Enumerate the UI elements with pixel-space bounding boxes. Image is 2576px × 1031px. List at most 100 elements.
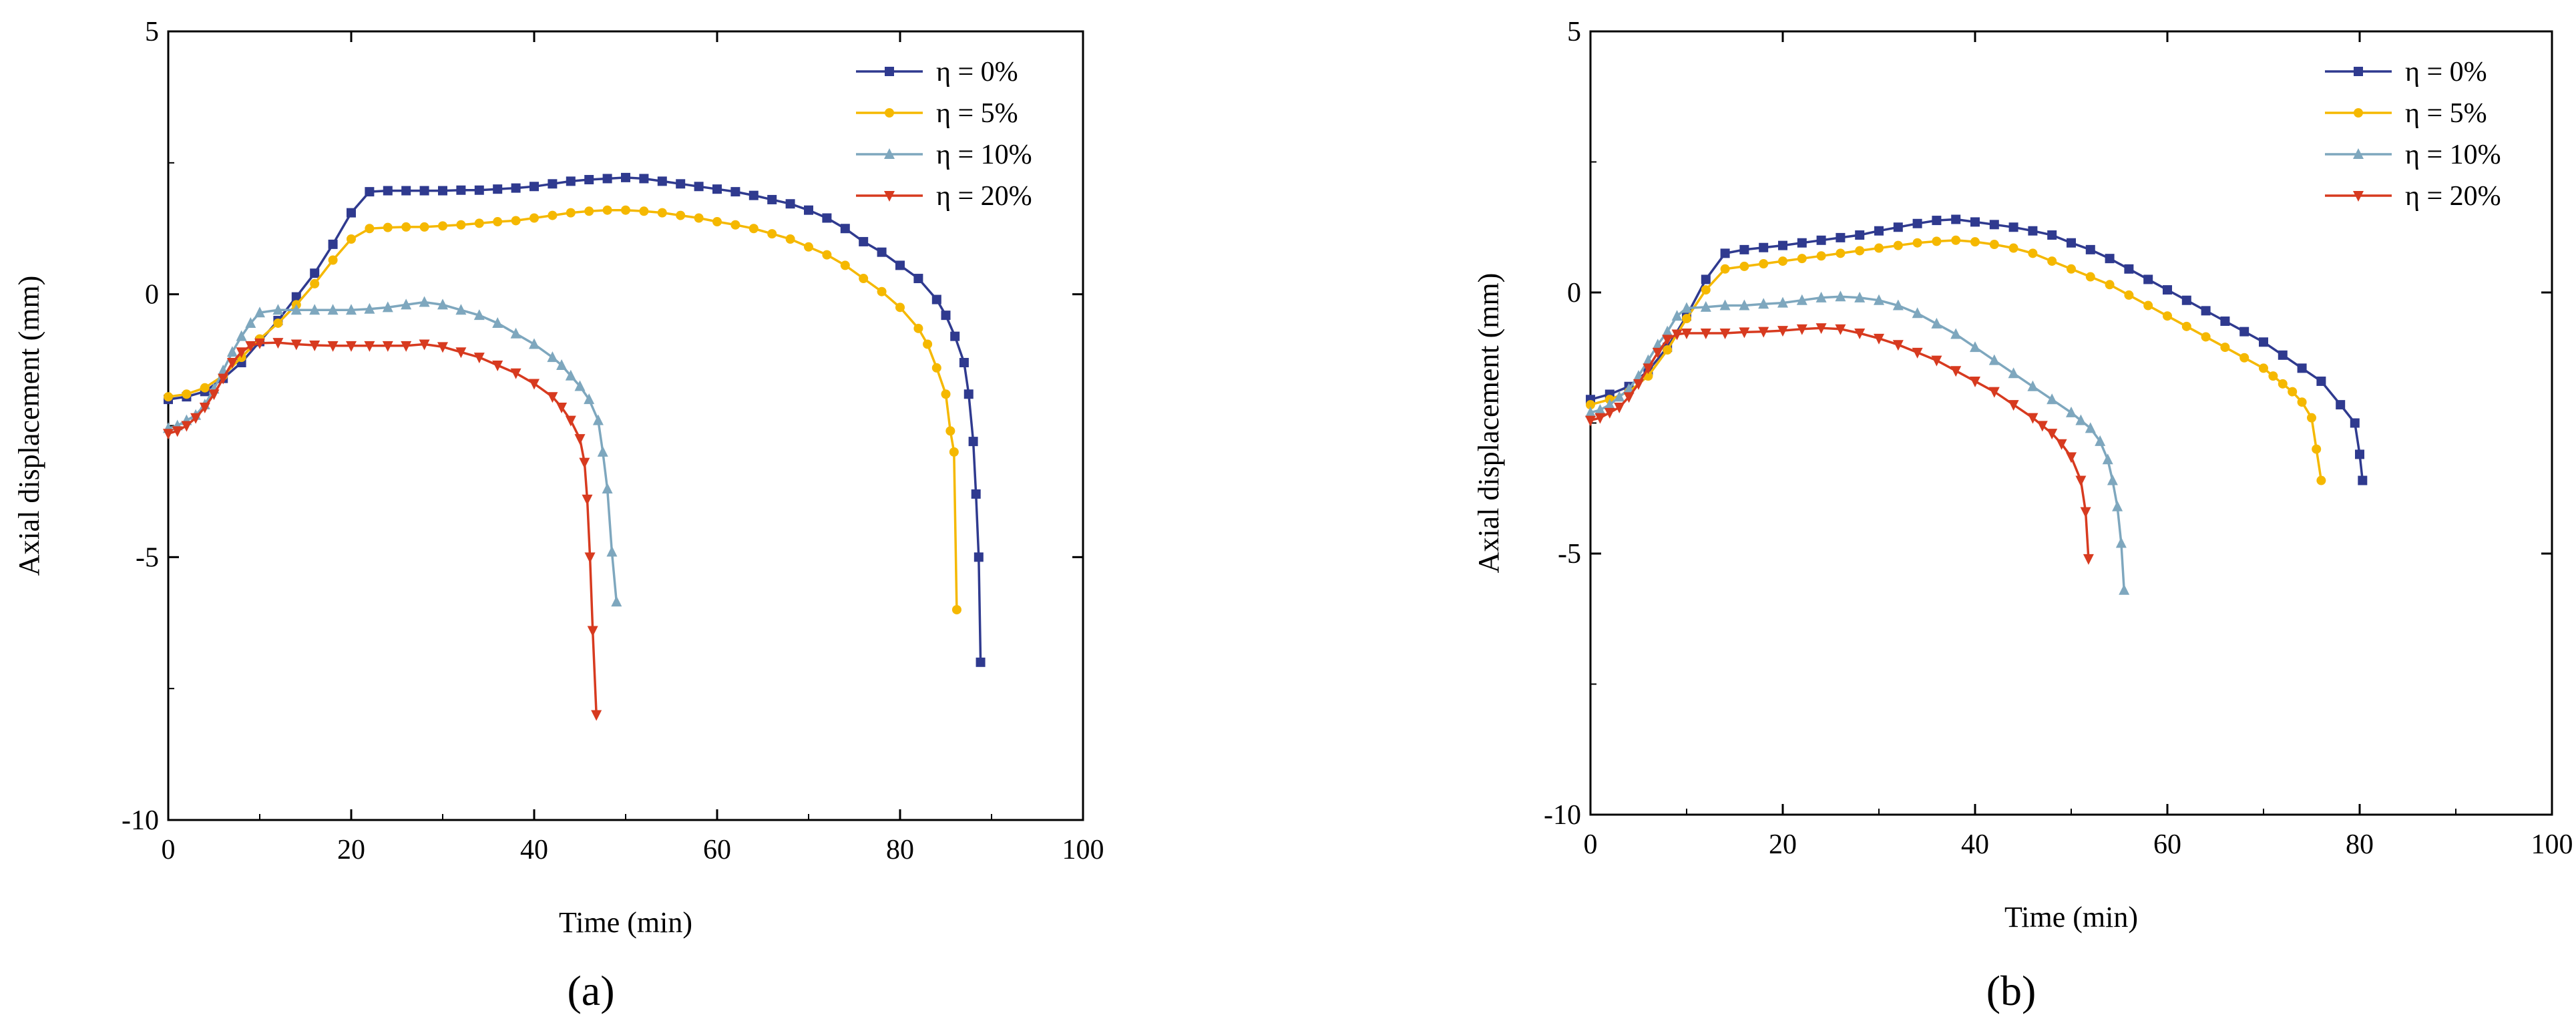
data-point — [2297, 363, 2307, 373]
data-point — [1854, 328, 1866, 339]
data-point — [492, 317, 503, 328]
data-point — [164, 392, 173, 402]
data-point — [1989, 240, 1999, 250]
data-point — [931, 294, 941, 304]
data-point — [438, 186, 447, 196]
legend-label: η = 20% — [936, 181, 1032, 212]
data-point — [712, 217, 722, 227]
data-point — [2336, 400, 2346, 410]
data-point — [529, 182, 539, 192]
data-point — [767, 194, 777, 204]
data-point — [949, 447, 959, 457]
data-point — [1836, 248, 1846, 258]
data-point — [1855, 246, 1865, 256]
data-point — [1874, 243, 1884, 253]
legend-label: η = 5% — [2405, 98, 2487, 129]
data-point — [1759, 258, 1769, 268]
data-point — [547, 351, 558, 363]
data-point — [566, 176, 576, 186]
data-point — [2278, 379, 2288, 389]
data-point — [2066, 406, 2077, 417]
data-point — [455, 347, 467, 359]
data-point — [2163, 311, 2172, 321]
data-point — [574, 434, 586, 445]
data-point — [1720, 264, 1730, 274]
data-point — [1816, 235, 1826, 245]
data-point — [548, 210, 558, 220]
plot-area: 0 20 40 60 80 100 5 0 -5 -10 η = 0% η = 5% η = 10% η … — [1544, 17, 2573, 860]
data-point — [1681, 302, 1692, 313]
data-point — [1681, 328, 1692, 339]
data-point — [2355, 449, 2364, 459]
data-point — [1585, 406, 1596, 417]
data-point — [492, 360, 503, 371]
data-point — [1836, 232, 1846, 242]
plot-area: 0 20 40 60 80 100 5 0 -5 -10 η = 0% η = 5% η = 10% η … — [122, 17, 1104, 865]
data-point — [621, 172, 630, 182]
data-point — [272, 304, 284, 315]
legend-marker — [2353, 191, 2364, 202]
data-point — [2028, 248, 2038, 258]
data-point — [401, 298, 412, 310]
data-point — [327, 341, 339, 352]
data-point — [2316, 475, 2326, 485]
data-point — [456, 185, 466, 195]
data-point — [2008, 222, 2018, 232]
data-point — [602, 174, 612, 184]
data-point — [2316, 376, 2326, 386]
data-point — [364, 302, 375, 314]
data-point — [364, 341, 375, 352]
series-4 — [163, 338, 602, 721]
legend-marker — [885, 108, 894, 118]
series-3 — [163, 296, 622, 607]
data-point — [438, 221, 447, 231]
data-point — [1835, 290, 1846, 302]
data-point — [840, 260, 850, 270]
data-point — [602, 205, 612, 215]
data-point — [1797, 254, 1807, 264]
data-point — [2075, 414, 2087, 425]
data-point — [584, 552, 596, 564]
data-point — [974, 552, 984, 562]
data-point — [245, 341, 256, 352]
data-point — [639, 174, 649, 184]
data-point — [419, 222, 429, 232]
data-point — [963, 389, 974, 399]
data-point — [2115, 537, 2127, 548]
data-point — [401, 186, 411, 196]
data-point — [272, 338, 284, 349]
data-point — [310, 268, 320, 278]
y-axis-title: Axial displacement (mm) — [13, 276, 45, 576]
legend-label: η = 0% — [936, 57, 1018, 87]
data-point — [1643, 363, 1654, 375]
data-point — [2027, 380, 2038, 391]
data-point — [2124, 290, 2134, 300]
data-point — [895, 302, 905, 313]
data-point — [1739, 299, 1750, 311]
data-point — [2105, 254, 2115, 264]
data-point — [1796, 294, 1807, 305]
data-point — [566, 208, 576, 218]
data-point — [591, 710, 602, 721]
data-point — [1988, 387, 2000, 398]
y-axis-title: Axial displacement (mm) — [1472, 273, 1505, 574]
y-tick-label: -10 — [1544, 800, 1581, 831]
x-tick-label: 40 — [1961, 829, 1989, 860]
x-tick-label: 40 — [520, 835, 548, 865]
data-point — [2067, 238, 2076, 248]
data-point — [1719, 328, 1731, 339]
data-point — [822, 250, 832, 260]
data-point — [1912, 218, 1922, 228]
data-point — [1951, 235, 1961, 245]
series-4 — [1585, 323, 2094, 565]
y-tick-label: 0 — [1567, 278, 1581, 308]
data-point — [1874, 294, 1884, 305]
data-point — [401, 222, 411, 232]
data-point — [473, 309, 485, 321]
data-point — [2008, 243, 2018, 253]
data-point — [1970, 341, 1980, 353]
data-point — [748, 224, 759, 234]
data-point — [1874, 226, 1884, 236]
data-point — [328, 239, 338, 249]
